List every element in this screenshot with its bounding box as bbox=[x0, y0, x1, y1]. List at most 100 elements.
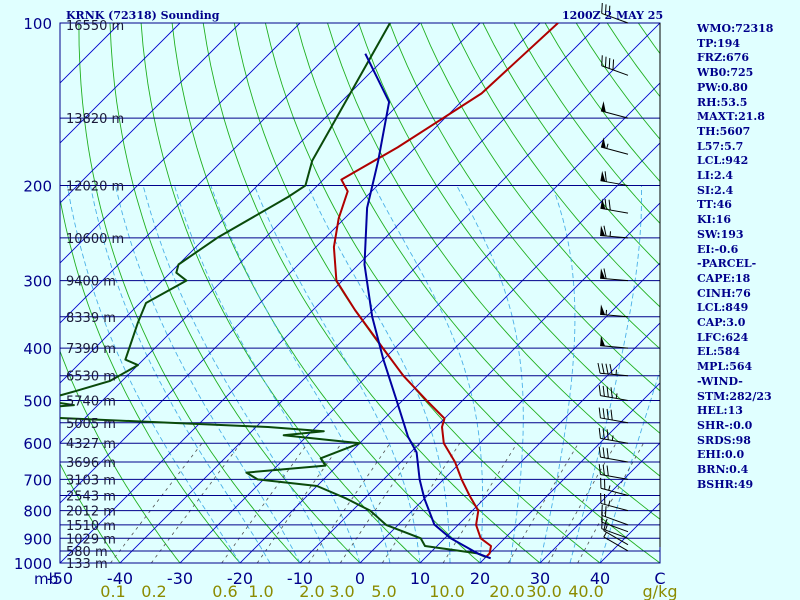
temperature-tick-label: -20 bbox=[227, 569, 253, 588]
isotherm bbox=[60, 23, 601, 563]
pressure-tick-label: 300 bbox=[23, 273, 52, 291]
sounding-index-line: EI:-0.6 bbox=[697, 242, 739, 256]
dry-adiabat bbox=[389, 23, 660, 392]
wind-barb bbox=[598, 446, 629, 463]
wind-barb-flag bbox=[604, 4, 607, 15]
height-label: 10600 m bbox=[66, 232, 124, 247]
isotherm bbox=[60, 23, 481, 444]
moist-adiabat bbox=[174, 185, 361, 563]
dry-adiabat bbox=[451, 23, 660, 308]
wind-barb-staff bbox=[601, 514, 629, 526]
wind-barb-flag bbox=[606, 386, 609, 398]
sounding-index-line: L57:5.7 bbox=[697, 139, 744, 153]
mixing-ratio-label: 10.0 bbox=[429, 582, 465, 600]
height-label: 12020 m bbox=[66, 180, 124, 195]
pressure-tick-label: 100 bbox=[23, 15, 52, 33]
wind-barb bbox=[600, 477, 629, 497]
isotherm bbox=[60, 23, 181, 144]
wind-barb-flag bbox=[603, 268, 607, 279]
wind-barb bbox=[600, 170, 629, 187]
sounding-index-line: -WIND- bbox=[697, 374, 743, 388]
wind-barb bbox=[598, 385, 629, 401]
mixing-ratio-label: 0.6 bbox=[212, 582, 237, 600]
wind-barb-staff bbox=[600, 473, 629, 480]
wind-barb-flag bbox=[605, 363, 609, 375]
height-label: 7390 m bbox=[66, 342, 116, 357]
temperature-line bbox=[332, 23, 559, 558]
wind-barb-flag bbox=[606, 465, 609, 476]
sounding-index-line: FRZ:676 bbox=[697, 51, 750, 65]
sounding-index-line: EL:584 bbox=[697, 345, 741, 359]
temperature-tick-label: 30 bbox=[530, 569, 550, 588]
wind-barb-flag bbox=[604, 171, 607, 182]
wind-barb-flag bbox=[606, 429, 609, 440]
wind-barb-pennant bbox=[600, 170, 606, 182]
sounding-index-line: MPL:564 bbox=[697, 360, 753, 374]
wind-barb-pennant bbox=[600, 335, 606, 347]
wind-barb-flag bbox=[608, 58, 611, 69]
wind-barb-flag bbox=[598, 446, 601, 458]
sounding-index-line: HEL:13 bbox=[697, 404, 743, 418]
wind-barb-pennant bbox=[600, 198, 606, 210]
wind-barb-staff bbox=[603, 536, 629, 552]
chart-title: KRNK (72318) Sounding bbox=[66, 9, 220, 22]
wind-barb-staff bbox=[600, 417, 629, 424]
mixing-ratio-label: 0.1 bbox=[100, 582, 125, 600]
wind-barb-staff bbox=[600, 180, 629, 187]
sounding-index-line: CAPE:18 bbox=[697, 271, 751, 285]
wind-barb bbox=[600, 492, 629, 512]
isotherm bbox=[239, 142, 660, 563]
mixing-ratio-label: g/kg bbox=[643, 582, 678, 600]
isotherm bbox=[60, 23, 241, 204]
wind-barb-flag bbox=[608, 5, 611, 17]
wind-barb-flag bbox=[608, 199, 611, 211]
mixing-ratio-label: 20.0 bbox=[489, 582, 525, 600]
wind-barb-flag bbox=[597, 362, 601, 374]
temperature-tick-label: 10 bbox=[410, 569, 430, 588]
sounding-index-line: WMO:72318 bbox=[697, 22, 774, 35]
sounding-index-line: BSHR:49 bbox=[697, 477, 754, 491]
sounding-index-line: BRN:0.4 bbox=[697, 463, 749, 477]
wind-barb-staff bbox=[600, 487, 629, 497]
mixing-ratio-label: 0.2 bbox=[141, 582, 166, 600]
sounding-index-line: LI:2.4 bbox=[697, 169, 734, 183]
y-axis-label: mb bbox=[34, 570, 58, 588]
pressure-tick-label: 500 bbox=[23, 392, 52, 410]
sounding-index-line: WB0:725 bbox=[697, 66, 754, 80]
sounding-index-line: LCL:942 bbox=[697, 154, 749, 168]
temperature-tick-label: -30 bbox=[167, 569, 193, 588]
wind-barb bbox=[598, 407, 629, 424]
dry-adiabat bbox=[60, 462, 121, 563]
wind-barb-flag bbox=[601, 504, 603, 516]
isotherm bbox=[179, 82, 660, 563]
dry-adiabat bbox=[60, 196, 241, 563]
wind-barb-staff bbox=[603, 530, 629, 546]
height-label: 2543 m bbox=[66, 490, 116, 505]
mixing-ratio-label: 3.0 bbox=[329, 582, 354, 600]
temperature-tick-label: C bbox=[654, 569, 665, 588]
wind-barb-pennant bbox=[600, 101, 606, 113]
wind-barb bbox=[601, 55, 629, 76]
wind-barb-staff bbox=[601, 521, 629, 533]
sounding-index-line: SHR-:0.0 bbox=[697, 418, 753, 432]
dry-adiabat bbox=[264, 23, 660, 563]
wind-barb-pennant bbox=[600, 268, 606, 279]
height-label: 1510 m bbox=[66, 519, 116, 534]
mixing-ratio-label: 30.0 bbox=[526, 582, 562, 600]
sounding-index-line: TP:194 bbox=[697, 36, 741, 50]
wind-barb-half bbox=[615, 393, 618, 399]
moist-adiabat bbox=[599, 368, 660, 563]
dry-adiabat bbox=[78, 23, 301, 563]
wind-barb-staff bbox=[600, 207, 629, 214]
height-label: 1029 m bbox=[66, 532, 116, 547]
wind-barb-pennant bbox=[600, 304, 606, 315]
wind-barb-staff bbox=[601, 12, 629, 24]
pressure-tick-label: 1000 bbox=[14, 555, 52, 573]
height-label: 580 m bbox=[66, 545, 108, 560]
isotherm bbox=[299, 202, 660, 563]
wind-barb-flag bbox=[598, 427, 601, 439]
dewpoint-line bbox=[60, 23, 487, 559]
height-label: 8339 m bbox=[66, 311, 116, 326]
